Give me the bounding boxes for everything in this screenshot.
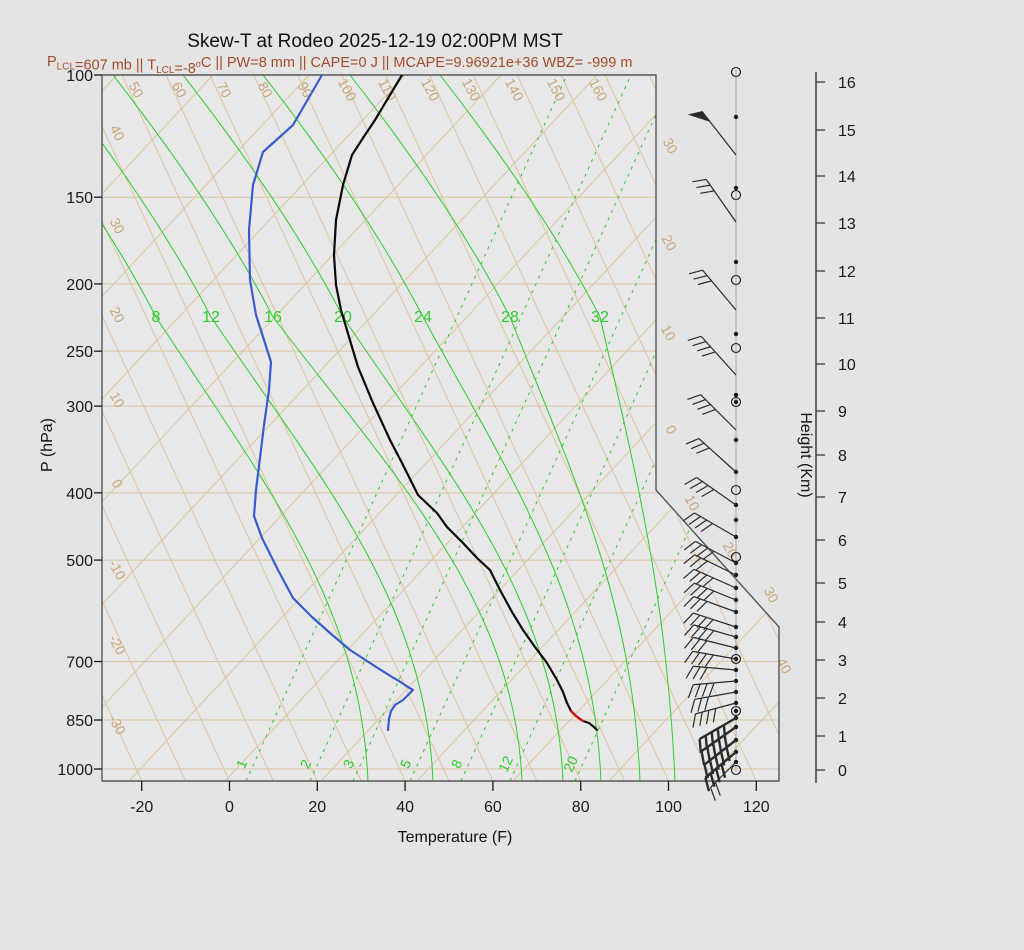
svg-text:28: 28 bbox=[501, 309, 519, 326]
svg-text:200: 200 bbox=[66, 277, 93, 294]
svg-text:250: 250 bbox=[66, 344, 93, 361]
svg-text:60: 60 bbox=[169, 79, 191, 100]
svg-text:120: 120 bbox=[743, 799, 770, 816]
svg-text:80: 80 bbox=[572, 799, 590, 816]
svg-text:12: 12 bbox=[495, 753, 516, 774]
svg-text:8: 8 bbox=[838, 448, 847, 465]
svg-text:20: 20 bbox=[107, 304, 129, 325]
svg-text:20: 20 bbox=[560, 753, 581, 774]
svg-text:16: 16 bbox=[838, 75, 856, 92]
svg-text:80: 80 bbox=[255, 79, 277, 100]
svg-text:1: 1 bbox=[838, 729, 847, 746]
svg-text:70: 70 bbox=[214, 79, 236, 100]
svg-text:30: 30 bbox=[107, 215, 129, 236]
svg-text:-20: -20 bbox=[130, 799, 153, 816]
svg-text:12: 12 bbox=[202, 309, 220, 326]
svg-text:20: 20 bbox=[659, 232, 681, 253]
temperature-axis-title: Temperature (F) bbox=[398, 829, 513, 846]
mixing-ratio-lines bbox=[245, 75, 779, 781]
svg-text:11: 11 bbox=[838, 311, 855, 328]
chart-title: Skew-T at Rodeo 2025-12-19 02:00PM MST bbox=[187, 31, 563, 52]
svg-text:500: 500 bbox=[66, 553, 93, 570]
svg-text:20: 20 bbox=[308, 799, 326, 816]
svg-text:100: 100 bbox=[655, 799, 682, 816]
svg-text:10: 10 bbox=[682, 492, 704, 513]
height-axis-title: Height (Km) bbox=[797, 412, 814, 497]
svg-text:10: 10 bbox=[838, 357, 856, 374]
svg-text:700: 700 bbox=[66, 654, 93, 671]
svg-text:300: 300 bbox=[66, 399, 93, 416]
plot-frame bbox=[101, 74, 780, 782]
chart-subtitle: PLCL=607 mb || TLCL=-8oC || PW=8 mm || C… bbox=[47, 54, 632, 77]
svg-text:13: 13 bbox=[838, 216, 856, 233]
svg-text:32: 32 bbox=[591, 309, 609, 326]
pressure-axis-title: P (hPa) bbox=[39, 418, 56, 472]
svg-text:40: 40 bbox=[107, 122, 129, 143]
svg-text:30: 30 bbox=[761, 584, 783, 605]
svg-text:50: 50 bbox=[126, 79, 148, 100]
svg-text:400: 400 bbox=[66, 486, 93, 503]
svg-text:9: 9 bbox=[838, 404, 847, 421]
svg-text:8: 8 bbox=[152, 309, 161, 326]
svg-text:10: 10 bbox=[658, 322, 680, 343]
isotherm-lines bbox=[102, 75, 779, 781]
svg-text:10: 10 bbox=[107, 389, 129, 410]
svg-text:0: 0 bbox=[838, 763, 847, 780]
svg-text:7: 7 bbox=[838, 490, 847, 507]
svg-text:4: 4 bbox=[838, 615, 847, 632]
svg-text:14: 14 bbox=[838, 169, 856, 186]
svg-text:15: 15 bbox=[838, 123, 856, 140]
sounding-curves bbox=[247, 75, 599, 732]
svg-text:40: 40 bbox=[396, 799, 414, 816]
svg-text:100: 100 bbox=[66, 68, 93, 85]
svg-text:60: 60 bbox=[484, 799, 502, 816]
wind-barb-column bbox=[682, 66, 742, 801]
plot-area-background bbox=[102, 75, 779, 781]
svg-text:3: 3 bbox=[838, 653, 847, 670]
svg-text:5: 5 bbox=[838, 576, 847, 593]
svg-text:850: 850 bbox=[66, 713, 93, 730]
svg-text:24: 24 bbox=[414, 309, 432, 326]
svg-text:6: 6 bbox=[838, 533, 847, 550]
svg-text:30: 30 bbox=[660, 135, 682, 156]
svg-text:150: 150 bbox=[66, 190, 93, 207]
svg-text:12: 12 bbox=[838, 264, 856, 281]
svg-text:16: 16 bbox=[264, 309, 282, 326]
svg-text:0: 0 bbox=[225, 799, 234, 816]
svg-text:2: 2 bbox=[838, 691, 847, 708]
svg-text:1000: 1000 bbox=[57, 762, 93, 779]
